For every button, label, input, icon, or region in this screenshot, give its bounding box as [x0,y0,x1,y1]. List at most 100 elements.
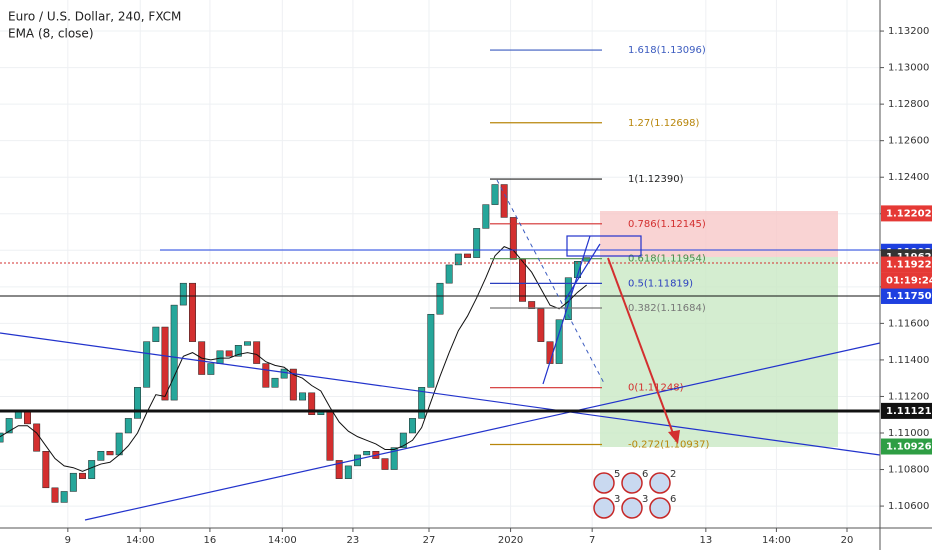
price-badge [881,205,932,222]
axes: 1.13200 1.13000 1.12800 1.12600 1.12400 1.122… [65,26,932,546]
candle [207,363,215,375]
target-zone [600,257,838,447]
candle [69,472,77,492]
event-count: 6 [642,469,648,480]
candle [299,392,306,401]
candle [60,491,68,503]
y-tick-label: 1.12600 [888,136,929,147]
fib-label: 0.786(1.12145) [628,219,706,230]
event-count: 2 [670,469,676,480]
candle [79,472,86,479]
candle [124,418,132,434]
candle [363,451,371,456]
candle [88,460,96,479]
y-tick-label: 1.11400 [888,355,929,366]
fib-label: 0.5(1.11819) [628,278,693,289]
chart-title: Euro / U.S. Dollar, 240, FXCM [8,10,181,24]
x-tick-label: 14:00 [126,535,155,546]
event-icon [593,472,615,494]
fib-label: 1.27(1.12698) [628,118,700,129]
candle [537,308,545,342]
candle [271,377,279,388]
candle [418,387,426,419]
fib-trend [496,179,606,386]
x-tick-label: 14:00 [762,535,791,546]
event-icon [621,472,643,494]
fib-label: 1.618(1.13096) [628,45,706,56]
candle [399,432,407,448]
x-tick-label: 13 [699,535,712,546]
events: 5 6 2 3 3 6 [593,469,676,519]
candle [5,418,13,434]
candle [519,259,526,302]
candle [262,363,270,388]
event-icon [621,497,643,519]
candle [454,253,462,266]
price-badge [881,402,932,419]
candle [189,282,196,342]
candle [134,387,141,419]
candle [473,228,481,258]
price-badge-label: 1.11922 [886,260,932,271]
indicator-label: EMA (8, close) [8,27,94,41]
candle [574,261,581,278]
y-tick-label: 1.13000 [888,63,929,74]
x-tick-label: 9 [65,535,71,546]
candle [179,282,187,306]
plot: 1.618(1.13096) 1.27(1.12698) 1(1.12390) 0.7… [0,45,709,503]
candle [509,217,517,260]
price-badge [881,438,932,455]
candle [24,410,31,425]
x-tick-label: 16 [204,535,217,546]
event-count: 3 [642,494,648,505]
countdown: 01:19:24 [886,276,932,287]
y-tick-label: 1.12800 [888,99,929,110]
event-icon [649,497,671,519]
candle [436,282,444,315]
countdown-badge [881,272,932,289]
candle [51,487,59,503]
x-tick-label: 27 [423,535,436,546]
candle [500,184,508,218]
y-tick-label: 1.11200 [888,391,929,402]
candle [289,368,297,401]
y-tick-label: 1.13200 [888,26,929,37]
candle [335,460,343,479]
fib-label: 0.382(1.11684) [628,303,706,314]
candle [0,432,4,443]
candle [216,350,224,364]
trend-line [0,332,881,456]
candle [106,451,114,456]
x-tick-label: 7 [589,535,595,546]
candle [97,451,105,461]
price-badge-label: 1.10926 [886,442,932,453]
y-tick-label: 1.10800 [888,465,929,476]
x-tick-label: 20 [841,535,854,546]
price-badge-label: 1.11750 [886,291,932,302]
candle [42,451,50,489]
y-tick-label: 1.10600 [888,501,929,512]
pattern-line [542,235,591,385]
fib-label: 0.618(1.11954) [628,254,706,265]
price-badge [881,256,932,273]
ema-line [0,246,587,472]
candle [161,326,169,401]
arrow-head [668,430,680,444]
y-tick-label: 1.11600 [888,318,929,329]
candle [234,345,242,357]
pattern-box [566,235,642,257]
event-count: 5 [614,469,620,480]
candle [170,304,178,401]
candle [409,418,416,434]
price-badge [881,287,932,304]
event-icon [649,472,671,494]
candle [326,410,334,461]
pattern-line [564,243,601,301]
candle [308,392,316,415]
candle [464,253,471,258]
candle [390,447,398,470]
event-icon [593,497,615,519]
candle [280,368,288,379]
y-tick-label: 1.11000 [888,428,929,439]
candle [253,341,261,364]
